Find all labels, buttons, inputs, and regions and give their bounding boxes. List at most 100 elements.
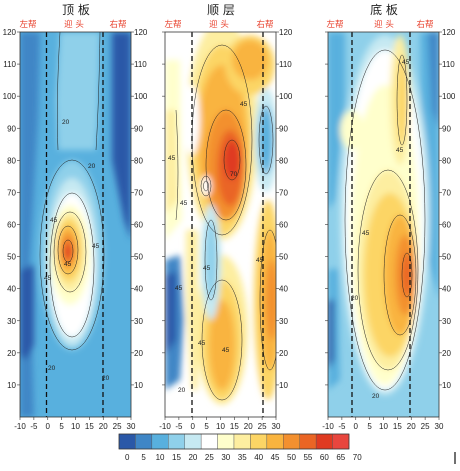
x-tick-label: 25 [421,422,430,431]
colorbar-tick-label: 20 [188,453,197,462]
contour-label: 20 [102,375,110,382]
y-tick-label: 110 [3,60,16,69]
y-tick-label: 30 [7,317,16,326]
y-tick-label: 80 [7,156,16,165]
contour-label: 20 [351,295,359,302]
y-tick-label: 120 [442,28,456,37]
floor-contours [344,49,426,391]
panel-bedding: 顺 层 左帮 迎 头 右帮 [164,3,277,418]
x-tick-label: -10 [14,422,26,431]
colorbar-tick-label: 55 [303,453,312,462]
y-tick-label: 20 [442,349,451,358]
colorbar-tick-label: 5 [141,453,146,462]
contour-label: 20 [178,387,186,394]
colorbar-tick-label: 40 [254,453,263,462]
label-left-wall: 左帮 [326,19,343,30]
contour-label: 45 [180,200,188,207]
y-tick-label: 30 [442,317,451,326]
x-tick-label: -5 [175,422,183,431]
label-heading: 迎 头 [209,19,229,30]
floor-field: 20 45 45 45 20 [328,32,439,417]
x-tick-label: 25 [113,422,122,431]
y-tick-label: 90 [134,124,143,133]
colorbar-tick-label: 0 [125,453,130,462]
contour-label: 45 [92,243,100,250]
colorbar-tick-label: 10 [156,453,165,462]
contour-label: 45 [222,347,230,354]
x-tick-label: 5 [59,422,64,431]
y-tick-label: 10 [134,381,143,390]
y-tick-label: 50 [279,253,288,262]
y-tick-label: 110 [134,60,147,69]
colorbar-swatch [200,433,218,450]
contour-label: 70 [230,171,238,178]
y-tick-label: 70 [442,188,451,197]
colorbar-swatch [151,433,169,450]
contour-label: 20 [88,163,96,170]
contour-label: 45 [64,261,72,268]
contour-label: 45 [44,275,52,282]
x-tick-label: 5 [367,422,372,431]
y-tick-label: 40 [134,285,143,294]
y-tick-label: 90 [7,124,16,133]
x-tick-label: 20 [244,422,253,431]
x-tick-label: 30 [272,422,281,431]
bedding-field: 45 45 70 45 45 45 45 45 45 20 [165,32,276,417]
colorbar-swatch [184,433,202,450]
x-tick-label: 10 [379,422,388,431]
x-tick-label: 30 [127,422,136,431]
contour-label: 45 [396,147,404,154]
contour-label: 45 [168,155,176,162]
colorbar-swatch [283,433,300,450]
y-tick-label: 100 [279,92,293,101]
contour-label: 20 [48,365,56,372]
x-tick-label: 20 [99,422,108,431]
label-right-wall: 右帮 [109,19,126,30]
label-heading: 迎 头 [374,19,394,30]
y-tick-label: 70 [134,188,143,197]
roof-contours [39,32,105,351]
y-tick-label: 120 [134,28,148,37]
x-tick-label: 0 [354,422,359,431]
x-tick-label: 0 [46,422,51,431]
contour-label: 45 [50,217,58,224]
y-tick-label: 40 [279,285,288,294]
y-tick-label: 110 [279,60,292,69]
label-left-wall: 左帮 [164,19,181,30]
y-tick-label: 20 [7,349,16,358]
colorbar-tick-label: 15 [172,453,181,462]
contour-label: 45 [256,257,264,264]
colorbar-frame [118,433,350,450]
x-tick-label: -5 [338,422,346,431]
colorbar: 0 5 10 15 20 25 30 35 40 45 50 55 60 65 70 [118,433,362,462]
label-heading: 迎 头 [64,19,84,30]
contour-label: 45 [203,265,211,272]
x-tick-label: 10 [216,422,225,431]
y-tick-label: 10 [442,381,451,390]
colorbar-swatch [168,433,185,450]
y-tick-label: 30 [134,317,143,326]
x-tick-label: 0 [191,422,196,431]
y-tick-label: 10 [7,381,16,390]
y-tick-label: 60 [7,221,16,230]
colorbar-tick-label: 65 [336,453,345,462]
y-tick-label: 10 [279,381,288,390]
colorbar-swatch [233,433,251,450]
panel-floor: 底 板 左帮 迎 头 右帮 [326,2,440,418]
x-tick-label: -5 [30,422,38,431]
panel-title-floor: 底 板 [370,2,398,17]
y-tick-label: 80 [134,156,143,165]
panel-title-bedding: 顺 层 [207,3,235,17]
y-tick-label: 40 [7,285,16,294]
colorbar-tick-label: 25 [205,453,214,462]
colorbar-tick-label: 45 [271,453,280,462]
y-tick-label: 90 [442,124,451,133]
y-tick-label: 60 [442,221,451,230]
y-tick-label: 90 [279,124,288,133]
y-tick-label: 110 [442,60,455,69]
y-tick-label: 50 [134,253,143,262]
y-tick-label: 20 [279,349,288,358]
colorbar-tick-label: 30 [221,453,230,462]
